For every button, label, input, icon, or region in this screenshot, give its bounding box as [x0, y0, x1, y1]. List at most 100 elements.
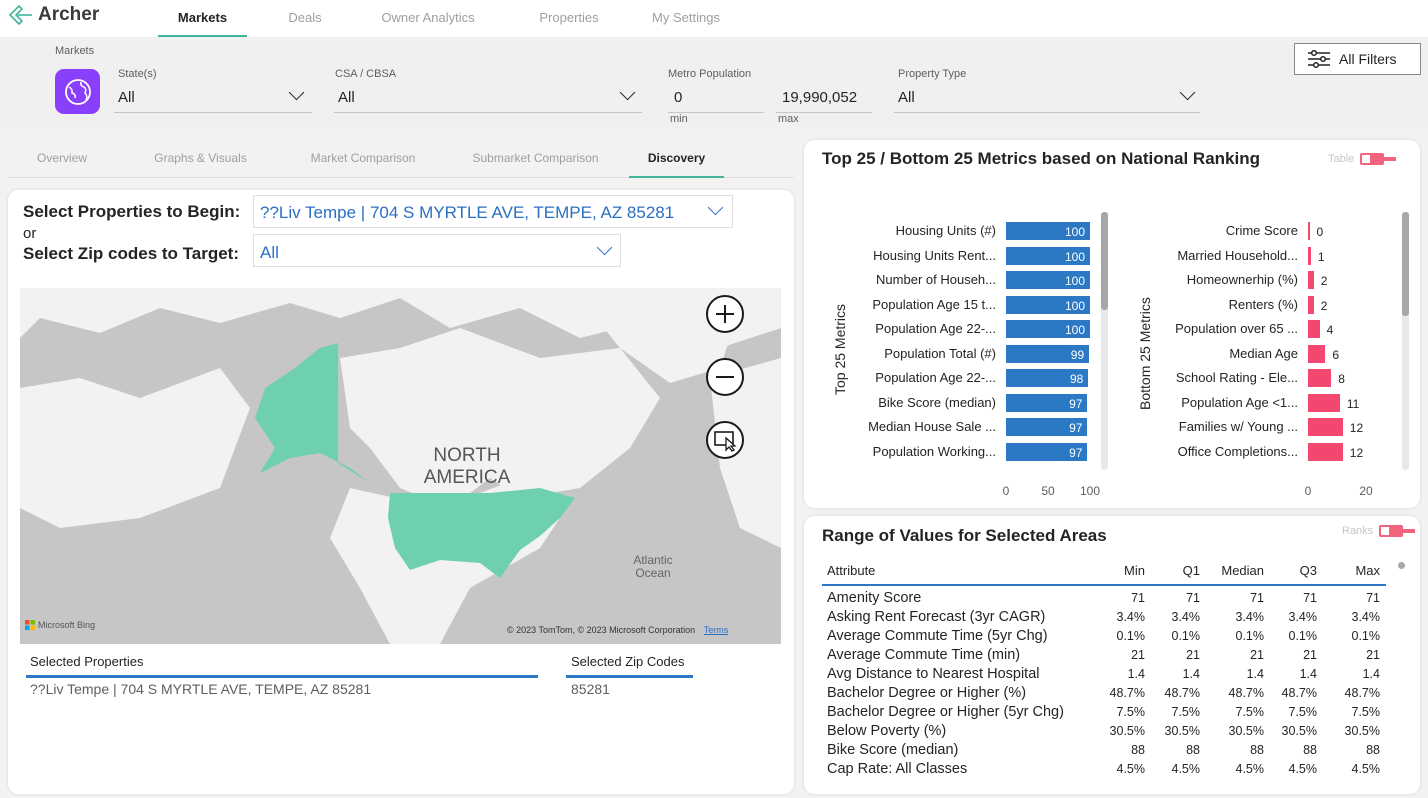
bar[interactable] [1006, 295, 1090, 314]
bar[interactable] [1308, 222, 1310, 240]
bar[interactable] [1308, 320, 1320, 338]
selected-property-row[interactable]: ??Liv Tempe | 704 S MYRTLE AVE, TEMPE, A… [30, 681, 372, 697]
bar[interactable] [1006, 418, 1088, 436]
range-header-q3[interactable]: Q3 [1299, 563, 1317, 578]
zip-select[interactable]: All [253, 234, 621, 267]
all-filters-button[interactable]: All Filters [1294, 43, 1421, 75]
attribute-cell: Avg Distance to Nearest Hospital [827, 666, 1040, 682]
bar[interactable] [1006, 246, 1090, 265]
metro-population-max-input[interactable]: 19,990,052 [782, 89, 858, 106]
value-cell: 1.4 [1299, 667, 1317, 681]
value-cell: 30.5% [1344, 724, 1380, 738]
select-area-button[interactable] [706, 421, 744, 459]
bar[interactable] [1006, 271, 1090, 289]
nav-tab-markets[interactable]: Markets [158, 0, 247, 37]
value-cell: 88 [1250, 743, 1264, 757]
bar[interactable] [1308, 344, 1326, 363]
value-cell: 7.5% [1351, 705, 1381, 719]
bar-value-label: 1 [1317, 249, 1325, 264]
table-row[interactable]: Below Poverty (%) 30.5% 30.5% 30.5% 30.5% 30.… [827, 723, 1387, 742]
range-scroll-indicator[interactable] [1398, 562, 1405, 569]
table-row[interactable]: Average Commute Time (min) 21 21 21 21 21 [827, 647, 1387, 666]
nav-tab-owner-analytics[interactable]: Owner Analytics [381, 10, 475, 25]
table-toggle-label: Table [1328, 153, 1355, 165]
toggle-switch-icon[interactable] [1360, 153, 1385, 165]
bar-value-label: 4 [1326, 323, 1334, 337]
nav-tab-properties[interactable]: Properties [539, 10, 599, 25]
bar[interactable] [1308, 295, 1314, 314]
ranks-toggle[interactable]: Ranks [1342, 525, 1416, 537]
table-row[interactable]: Bike Score (median) 88 88 88 88 88 [827, 742, 1387, 761]
top-nav: Archer Markets Deals Owner Analytics Pro… [0, 0, 1428, 37]
table-row[interactable]: Average Commute Time (5yr Chg) 0.1% 0.1% 0.… [827, 628, 1387, 647]
bar-label: Married Household... [1177, 247, 1298, 263]
range-header-max[interactable]: Max [1355, 563, 1380, 578]
toggle-switch-icon[interactable] [1379, 525, 1404, 537]
bar[interactable] [1006, 222, 1090, 240]
zoom-out-button[interactable] [706, 358, 744, 396]
metro-population-min-input[interactable]: 0 [674, 89, 683, 106]
selected-properties-underline [26, 675, 538, 678]
bar-value-label: 100 [1064, 298, 1085, 313]
bar[interactable] [1006, 442, 1088, 461]
states-dropdown[interactable]: All [118, 89, 135, 106]
subtab-submarket-comparison[interactable]: Submarket Comparison [472, 151, 599, 165]
bar[interactable] [1006, 393, 1088, 412]
value-cell: 48.7% [1281, 686, 1317, 700]
range-header-median[interactable]: Median [1221, 563, 1264, 578]
range-header-attribute[interactable]: Attribute [827, 563, 876, 578]
range-header-underline [822, 584, 1386, 586]
app-logo[interactable]: Archer [8, 4, 99, 26]
terms-link[interactable]: Terms [703, 625, 729, 635]
bar-label: Population over 65 ... [1175, 321, 1298, 336]
nav-tab-my-settings[interactable]: My Settings [652, 10, 720, 25]
table-toggle[interactable]: Table [1328, 153, 1397, 165]
bar-label: Renters (%) [1228, 296, 1298, 312]
attribute-cell: Bachelor Degree or Higher (%) [827, 685, 1027, 701]
bar[interactable] [1308, 442, 1343, 461]
subtab-discovery[interactable]: Discovery [629, 140, 724, 178]
bar[interactable] [1006, 369, 1089, 387]
table-row[interactable]: Avg Distance to Nearest Hospital 1.4 1.4 1.… [827, 666, 1387, 685]
value-cell: 71 [1366, 591, 1380, 605]
toggle-tail [1384, 157, 1397, 161]
ranking-title: Top 25 / Bottom 25 Metrics based on Nati… [822, 149, 1260, 168]
top-chart-scrollbar-thumb[interactable] [1101, 212, 1108, 310]
bar[interactable] [1006, 344, 1090, 363]
property-type-dropdown[interactable]: All [898, 89, 915, 106]
table-row[interactable]: Asking Rent Forecast (3yr CAGR) 3.4% 3.4% 3… [827, 609, 1387, 628]
csa-dropdown[interactable]: All [338, 89, 355, 106]
bar[interactable] [1308, 246, 1311, 265]
subtab-graphs-visuals[interactable]: Graphs & Visuals [154, 151, 247, 165]
bar[interactable] [1308, 418, 1343, 436]
subtab-market-comparison[interactable]: Market Comparison [310, 151, 416, 165]
nav-tab-deals[interactable]: Deals [288, 10, 322, 25]
table-row[interactable]: Amenity Score 71 71 71 71 71 [827, 590, 1387, 609]
bing-attribution: Microsoft Bing [25, 620, 95, 630]
bar[interactable] [1308, 271, 1314, 289]
bar-value-label: 97 [1069, 396, 1083, 411]
bar[interactable] [1308, 369, 1332, 387]
table-row[interactable]: Bachelor Degree or Higher (%) 48.7% 48.7% 4… [827, 685, 1387, 704]
chevron-down-icon[interactable] [596, 239, 613, 256]
table-row[interactable]: Cap Rate: All Classes 4.5% 4.5% 4.5% 4.5% 4.5… [827, 761, 1387, 780]
bar-value-label: 100 [1064, 274, 1085, 288]
value-cell: 4.5% [1116, 762, 1146, 776]
max-underline [776, 112, 872, 113]
bar[interactable] [1006, 320, 1090, 338]
property-select[interactable]: ??Liv Tempe | 704 S MYRTLE AVE, TEMPE, A… [253, 195, 733, 228]
csa-label: CSA / CBSA [335, 68, 397, 80]
bar-value-label: 6 [1332, 347, 1340, 362]
map[interactable]: NORTH AMERICA Atlantic Ocean Microsoft B… [20, 288, 781, 644]
range-header-min[interactable]: Min [1124, 563, 1145, 578]
range-header-q1[interactable]: Q1 [1182, 563, 1200, 578]
bottom-chart-scrollbar-thumb[interactable] [1402, 212, 1409, 316]
chevron-down-icon[interactable] [707, 199, 724, 216]
zoom-in-button[interactable] [706, 295, 744, 333]
value-cell: 71 [1250, 591, 1264, 605]
property-type-label: Property Type [898, 68, 967, 80]
table-row[interactable]: Bachelor Degree or Higher (5yr Chg) 7.5% 7… [827, 704, 1387, 723]
selected-zip-row[interactable]: 85281 [571, 681, 610, 697]
subtab-overview[interactable]: Overview [36, 151, 87, 165]
bar[interactable] [1308, 393, 1340, 412]
